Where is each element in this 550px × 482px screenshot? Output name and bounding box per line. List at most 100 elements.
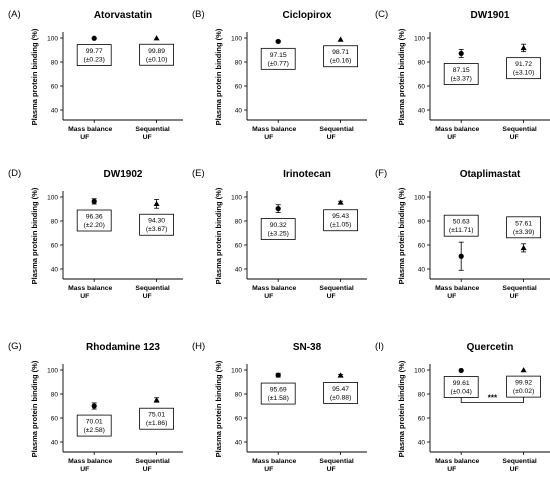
data-point-mass-balance bbox=[91, 198, 97, 204]
y-tick-label: 40 bbox=[51, 107, 59, 114]
value-mean: 99.77 bbox=[86, 48, 103, 55]
value-mean: 95.43 bbox=[332, 213, 349, 220]
value-box bbox=[260, 47, 296, 70]
data-point-sequential bbox=[153, 200, 160, 207]
panel-c: (C) DW1901 Plasma protein binding (%) 40 60 8… bbox=[375, 9, 550, 141]
value-mean: 95.47 bbox=[332, 386, 349, 393]
x-tick-label: Mass balance UF bbox=[435, 285, 479, 300]
value-box bbox=[323, 382, 359, 404]
value-box bbox=[76, 414, 112, 437]
data-point-mass-balance bbox=[458, 367, 464, 374]
x-tick-label: Mass balance UF bbox=[68, 126, 112, 141]
panel-i: (I) Quercetin Plasma protein binding (%) 40… bbox=[375, 341, 550, 473]
y-tick-label: 80 bbox=[418, 391, 426, 398]
data-point-sequential bbox=[337, 36, 344, 42]
x-tick-label: Sequential UF bbox=[502, 285, 536, 300]
value-box bbox=[260, 382, 296, 405]
panel-title: DW1901 bbox=[471, 10, 510, 21]
panel-f: (F) Otaplimastat Plasma protein binding (%… bbox=[375, 168, 550, 300]
x-tick-label: Mass balance UF bbox=[68, 285, 112, 300]
x-tick-label: Sequential UF bbox=[135, 458, 169, 473]
panel-letter: (G) bbox=[8, 341, 22, 352]
x-tick-label: Mass balance UF bbox=[435, 126, 479, 141]
y-tick-label: 40 bbox=[235, 266, 243, 273]
value-mean: 87.15 bbox=[453, 67, 470, 74]
y-axis-label: Plasma protein binding (%) bbox=[214, 28, 223, 125]
y-axis-label: Plasma protein binding (%) bbox=[214, 360, 223, 457]
y-tick-label: 60 bbox=[51, 415, 59, 422]
y-tick-label: 80 bbox=[235, 218, 243, 225]
y-tick-label: 80 bbox=[235, 391, 243, 398]
data-point-sequential bbox=[520, 44, 527, 51]
y-tick-label: 100 bbox=[47, 194, 58, 201]
value-sd: (±3.39) bbox=[513, 229, 535, 236]
x-tick-label: Sequential UF bbox=[319, 285, 353, 300]
value-sd: (±0.16) bbox=[330, 58, 352, 65]
data-point-mass-balance bbox=[458, 253, 464, 259]
data-point-sequential bbox=[153, 35, 160, 41]
x-tick-label: Sequential UF bbox=[135, 285, 169, 300]
panel-a: (A) Atorvastatin Plasma protein binding (%… bbox=[8, 9, 183, 141]
value-sd: (±1.58) bbox=[267, 395, 289, 402]
value-mean: 50.63 bbox=[453, 219, 470, 226]
panel-title: Quercetin bbox=[467, 342, 514, 353]
data-point-mass-balance bbox=[458, 50, 464, 57]
value-mean: 97.15 bbox=[270, 52, 287, 59]
significance-label: *** bbox=[488, 394, 498, 403]
y-tick-label: 100 bbox=[231, 194, 242, 201]
y-tick-label: 60 bbox=[235, 242, 243, 249]
y-axis-label: Plasma protein binding (%) bbox=[30, 360, 39, 457]
y-tick-label: 40 bbox=[418, 107, 426, 114]
x-tick-label: Mass balance UF bbox=[252, 285, 296, 300]
panel-letter: (F) bbox=[375, 168, 387, 179]
y-tick-label: 100 bbox=[47, 367, 58, 374]
value-sd: (±11.71) bbox=[449, 227, 474, 234]
panel-title: DW1902 bbox=[104, 169, 143, 180]
y-tick-label: 40 bbox=[418, 439, 426, 446]
panel-b: (B) Ciclopirox Plasma protein binding (%) 4… bbox=[192, 9, 367, 141]
value-box bbox=[506, 216, 542, 239]
value-box bbox=[323, 209, 359, 232]
y-axis-label: Plasma protein binding (%) bbox=[30, 28, 39, 125]
value-mean: 99.92 bbox=[515, 380, 532, 387]
x-tick-label: Sequential UF bbox=[502, 126, 536, 141]
y-tick-label: 60 bbox=[51, 242, 59, 249]
value-mean: 99.89 bbox=[148, 48, 165, 55]
y-tick-label: 100 bbox=[231, 35, 242, 42]
data-point-sequential bbox=[153, 396, 160, 403]
value-box bbox=[506, 57, 542, 80]
y-tick-label: 40 bbox=[235, 439, 243, 446]
x-tick-label: Mass balance UF bbox=[68, 458, 112, 473]
y-tick-label: 80 bbox=[235, 59, 243, 66]
y-tick-label: 40 bbox=[51, 439, 59, 446]
y-tick-label: 60 bbox=[418, 83, 426, 90]
value-mean: 90.32 bbox=[270, 222, 287, 229]
panel-letter: (B) bbox=[192, 9, 205, 20]
y-tick-label: 80 bbox=[418, 59, 426, 66]
value-mean: 94.30 bbox=[148, 218, 165, 225]
value-box bbox=[139, 43, 175, 66]
value-sd: (±0.77) bbox=[267, 60, 289, 67]
value-sd: (±2.20) bbox=[83, 222, 105, 229]
value-mean: 95.69 bbox=[270, 387, 287, 394]
panel-letter: (E) bbox=[192, 168, 205, 179]
value-mean: 99.61 bbox=[453, 380, 470, 387]
value-box bbox=[443, 214, 479, 237]
y-axis-label: Plasma protein binding (%) bbox=[397, 360, 406, 457]
value-sd: (±1.86) bbox=[146, 420, 168, 427]
x-tick-label: Mass balance UF bbox=[252, 458, 296, 473]
significance-bracket bbox=[460, 397, 524, 403]
data-point-mass-balance bbox=[275, 38, 281, 45]
value-sd: (±3.37) bbox=[450, 75, 472, 82]
y-axis-label: Plasma protein binding (%) bbox=[397, 187, 406, 284]
panel-g: (G) Rhodamine 123 Plasma protein binding (… bbox=[8, 341, 183, 473]
y-axis-label: Plasma protein binding (%) bbox=[214, 187, 223, 284]
x-tick-label: Mass balance UF bbox=[435, 458, 479, 473]
x-tick-label: Mass balance UF bbox=[252, 126, 296, 141]
y-tick-label: 80 bbox=[418, 218, 426, 225]
y-tick-label: 60 bbox=[418, 242, 426, 249]
panel-d: (D) DW1902 Plasma protein binding (%) 40 60 8… bbox=[8, 168, 183, 300]
value-sd: (±2.58) bbox=[83, 427, 105, 434]
y-tick-label: 80 bbox=[51, 59, 59, 66]
panel-title: SN-38 bbox=[293, 342, 322, 353]
